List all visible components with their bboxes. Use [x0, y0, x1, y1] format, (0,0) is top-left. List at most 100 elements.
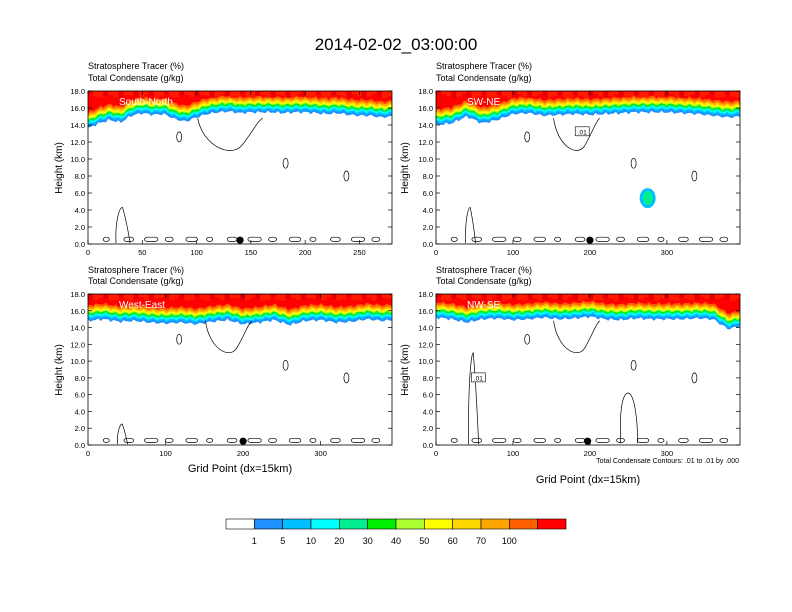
tracer-cell: [598, 91, 604, 97]
tracer-cell: [234, 294, 241, 299]
contour-low-cloud: [719, 437, 729, 443]
y-tick-label: 16.0: [418, 104, 433, 113]
tracer-cell: [280, 91, 287, 96]
tracer-cell: [643, 91, 650, 98]
contour-blob: [524, 131, 531, 143]
y-tick-label: 6.0: [423, 189, 433, 198]
tracer-cell: [669, 91, 675, 94]
tracer-cell: [255, 294, 261, 299]
x-tick-label: 100: [159, 449, 172, 458]
tracer-cell: [456, 294, 462, 298]
tracer-cell: [310, 91, 317, 97]
tracer-cell: [295, 91, 302, 94]
panel-header-condensate: Total Condensate (g/kg): [436, 73, 532, 83]
panel-west-east: Stratosphere Tracer (%) Total Condensate…: [54, 265, 393, 475]
y-tick-label: 18.0: [418, 290, 433, 299]
tracer-cell: [542, 294, 548, 301]
tracer-cell: [653, 91, 660, 97]
tracer-cell: [260, 91, 266, 95]
contour-low-cloud: [247, 236, 262, 242]
y-tick-label: 12.0: [418, 138, 433, 147]
panel-nw-se: Stratosphere Tracer (%) Total Condensate…: [400, 265, 741, 486]
panel-header-condensate: Total Condensate (g/kg): [88, 276, 184, 286]
tracer-cell: [714, 91, 721, 98]
colorbar-tick-label: 1: [252, 536, 257, 546]
tracer-cell: [280, 294, 287, 301]
tracer-cell: [506, 294, 513, 299]
contour-low-cloud: [533, 437, 546, 443]
tracer-cell: [486, 91, 493, 98]
tracer-cell: [234, 91, 241, 97]
tracer-cell: [381, 294, 388, 298]
contour-label-box: [574, 126, 590, 137]
x-tick-label: 200: [584, 248, 597, 257]
contour-low-cloud: [330, 236, 341, 242]
contour-blob: [343, 372, 350, 384]
tracer-cell: [138, 91, 145, 98]
y-tick-label: 4.0: [423, 407, 433, 416]
tracer-cell: [240, 91, 246, 94]
tracer-cell: [694, 294, 700, 300]
tracer-cell: [527, 91, 533, 98]
contour-low-cloud: [657, 236, 665, 242]
contour-low-cloud: [247, 437, 262, 443]
tracer-cell: [506, 91, 513, 98]
tracer-cell: [537, 91, 543, 95]
tracer-cell: [699, 294, 706, 297]
tracer-cell: [709, 294, 716, 301]
tracer-cell: [224, 91, 231, 97]
tracer-cell: [123, 294, 130, 300]
contour-low-cloud: [616, 236, 625, 242]
tracer-cell: [466, 294, 472, 301]
tracer-cell: [446, 294, 452, 301]
tracer-cell: [305, 91, 312, 98]
tracer-cell: [709, 91, 716, 96]
panel-header-tracer: Stratosphere Tracer (%): [436, 61, 532, 71]
y-tick-label: 12.0: [70, 340, 85, 349]
tracer-cell: [275, 91, 282, 95]
x-tick-label: 300: [661, 248, 674, 257]
contour-blob: [691, 372, 698, 384]
y-axis-label: Height (km): [54, 344, 65, 396]
y-tick-label: 10.0: [418, 155, 433, 164]
tracer-cell: [138, 294, 145, 298]
tracer-cell: [255, 91, 261, 96]
tracer-cell: [123, 91, 130, 96]
tracer-cell: [517, 294, 523, 301]
x-tick-label: 50: [138, 248, 146, 257]
tracer-cell: [512, 294, 518, 298]
tracer-cell: [356, 294, 363, 301]
tracer-cell: [204, 294, 211, 301]
y-tick-label: 16.0: [418, 307, 433, 316]
colorbar-swatch: [452, 518, 482, 530]
y-tick-label: 0.0: [75, 441, 85, 450]
tracer-cell: [108, 294, 114, 301]
tracer-cell: [275, 294, 282, 300]
x-tick-label: 0: [434, 449, 438, 458]
y-tick-label: 16.0: [70, 104, 85, 113]
x-tick-label: 0: [86, 449, 90, 458]
tracer-cell: [643, 294, 650, 297]
contour-label-box: [471, 372, 486, 383]
tracer-cell: [734, 91, 740, 98]
tracer-cell: [184, 91, 190, 95]
tracer-cell: [174, 91, 180, 98]
contour-label: .01: [474, 375, 483, 382]
contour-low-cloud: [350, 437, 366, 443]
tracer-cell: [305, 294, 312, 298]
tracer-cell: [501, 294, 508, 301]
tracer-cell: [290, 294, 297, 298]
panel-header-tracer: Stratosphere Tracer (%): [436, 265, 532, 275]
tracer-cell: [310, 294, 317, 299]
tracer-cell: [542, 91, 548, 97]
colorbar-tick-label: 70: [476, 536, 486, 546]
x-axis-label: Grid Point (dx=15km): [188, 463, 292, 475]
contour-blob: [282, 359, 289, 371]
tracer-cell: [648, 294, 655, 300]
tracer-cell: [572, 91, 579, 95]
tracer-cell: [336, 91, 342, 96]
tracer-field: [88, 294, 392, 445]
tracer-cell: [169, 91, 175, 97]
contour-low-cloud: [102, 437, 110, 443]
contour-low-cloud: [185, 437, 198, 443]
